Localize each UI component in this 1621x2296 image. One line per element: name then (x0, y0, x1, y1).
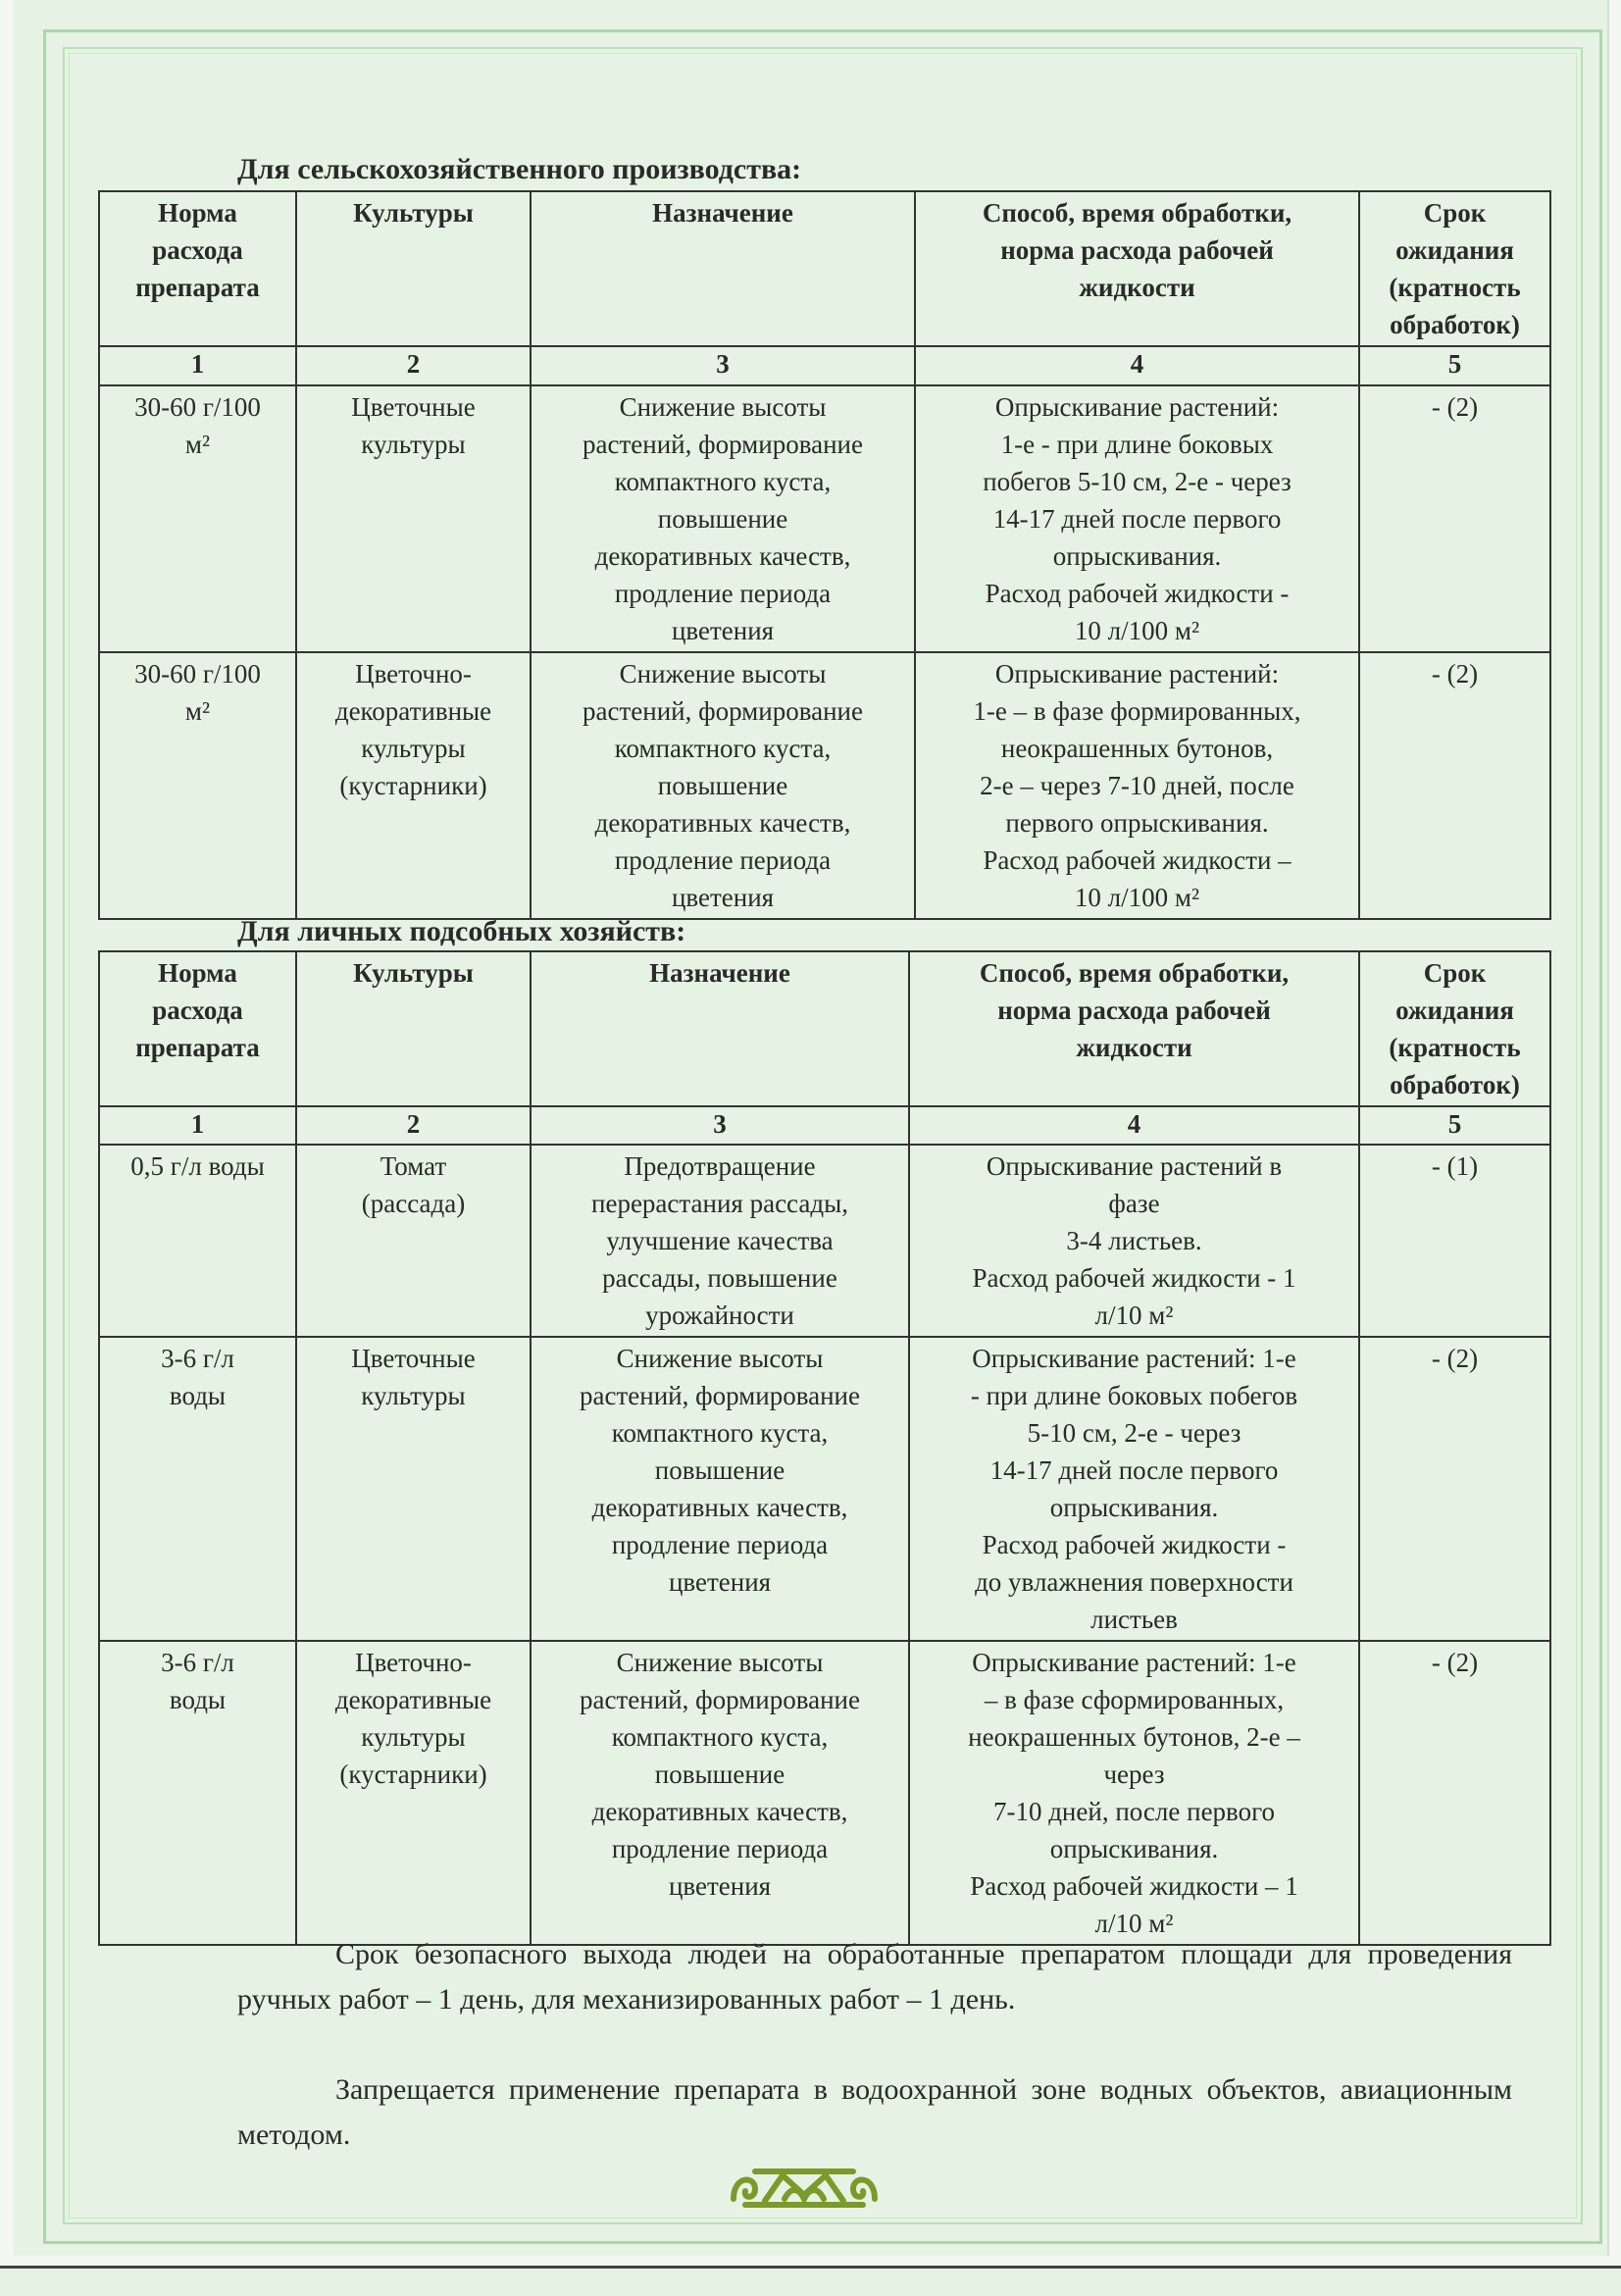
header-crops: Культуры (295, 190, 532, 347)
section-title-households: Для личных подсобных хозяйств: (237, 915, 686, 947)
table-row: 0,5 г/л воды Томат (рассада) Предотвраще… (98, 1144, 1551, 1338)
header-crops: Культуры (295, 950, 532, 1107)
header-method: Способ, время обработки, норма расхода р… (914, 190, 1360, 347)
cell-purpose: Снижение высоты растений, формирование к… (530, 384, 916, 653)
restriction-paragraph: Запрещается применение препарата в водоо… (237, 2073, 1512, 2151)
cell-waiting-period: - (2) (1358, 384, 1551, 653)
cell-waiting-period: - (2) (1358, 1336, 1551, 1642)
table-row: 3-6 г/л воды Цветочно- декоративные куль… (98, 1640, 1551, 1946)
table-header-row: Норма расхода препарата Культуры Назначе… (98, 190, 1551, 347)
cell-crops: Цветочно- декоративные культуры (кустарн… (295, 651, 532, 920)
header-purpose: Назначение (530, 950, 910, 1107)
section-title-agricultural: Для сельскохозяйственного производства: (237, 153, 802, 185)
cell-method: Опрыскивание растений: 1-е - при длине б… (914, 384, 1360, 653)
header-rate: Норма расхода препарата (98, 950, 297, 1107)
cell-rate: 3-6 г/л воды (98, 1640, 297, 1946)
cell-crops: Цветочные культуры (295, 1336, 532, 1642)
cell-waiting-period: - (2) (1358, 651, 1551, 920)
cell-purpose: Предотвращение перерастания рассады, улу… (530, 1144, 910, 1338)
ornament-icon (726, 2166, 883, 2214)
table-row: 30-60 г/100 м² Цветочно- декоративные ку… (98, 651, 1551, 920)
column-number: 5 (1358, 345, 1551, 386)
next-page-edge (0, 2266, 1621, 2296)
cell-purpose: Снижение высоты растений, формирование к… (530, 1640, 910, 1946)
table-row: 3-6 г/л воды Цветочные культуры Снижение… (98, 1336, 1551, 1642)
page-frame-inner (63, 47, 1583, 2224)
cell-waiting-period: - (1) (1358, 1144, 1551, 1338)
column-number-row: 1 2 3 4 5 (98, 345, 1551, 386)
agricultural-table: Норма расхода препарата Культуры Назначе… (98, 190, 1551, 920)
column-number: 2 (295, 345, 532, 386)
cell-method: Опрыскивание растений: 1-е – в фазе форм… (914, 651, 1360, 920)
column-number: 5 (1358, 1105, 1551, 1146)
cell-purpose: Снижение высоты растений, формирование к… (530, 651, 916, 920)
header-waiting-period: Срок ожидания (кратность обработок) (1358, 950, 1551, 1107)
cell-waiting-period: - (2) (1358, 1640, 1551, 1946)
cell-rate: 0,5 г/л воды (98, 1144, 297, 1338)
column-number: 1 (98, 345, 297, 386)
cell-crops: Томат (рассада) (295, 1144, 532, 1338)
cell-rate: 30-60 г/100 м² (98, 651, 297, 920)
header-purpose: Назначение (530, 190, 916, 347)
safe-exit-paragraph: Срок безопасного выхода людей на обработ… (237, 1938, 1512, 2015)
page-frame-inner-line (69, 53, 1577, 2219)
table-row: 30-60 г/100 м² Цветочные культуры Снижен… (98, 384, 1551, 653)
header-rate: Норма расхода препарата (98, 190, 297, 347)
cell-method: Опрыскивание растений в фазе 3-4 листьев… (908, 1144, 1360, 1338)
column-number: 4 (914, 345, 1360, 386)
column-number: 2 (295, 1105, 532, 1146)
column-number: 4 (908, 1105, 1360, 1146)
households-table: Норма расхода препарата Культуры Назначе… (98, 950, 1551, 1946)
cell-crops: Цветочно- декоративные культуры (кустарн… (295, 1640, 532, 1946)
cell-rate: 30-60 г/100 м² (98, 384, 297, 653)
cell-method: Опрыскивание растений: 1-е – в фазе сфор… (908, 1640, 1360, 1946)
cell-method: Опрыскивание растений: 1-е - при длине б… (908, 1336, 1360, 1642)
header-waiting-period: Срок ожидания (кратность обработок) (1358, 190, 1551, 347)
cell-rate: 3-6 г/л воды (98, 1336, 297, 1642)
page-frame-outer (43, 29, 1602, 2244)
table-header-row: Норма расхода препарата Культуры Назначе… (98, 950, 1551, 1107)
column-number: 1 (98, 1105, 297, 1146)
header-method: Способ, время обработки, норма расхода р… (908, 950, 1360, 1107)
cell-purpose: Снижение высоты растений, формирование к… (530, 1336, 910, 1642)
column-number-row: 1 2 3 4 5 (98, 1105, 1551, 1146)
column-number: 3 (530, 345, 916, 386)
cell-crops: Цветочные культуры (295, 384, 532, 653)
column-number: 3 (530, 1105, 910, 1146)
